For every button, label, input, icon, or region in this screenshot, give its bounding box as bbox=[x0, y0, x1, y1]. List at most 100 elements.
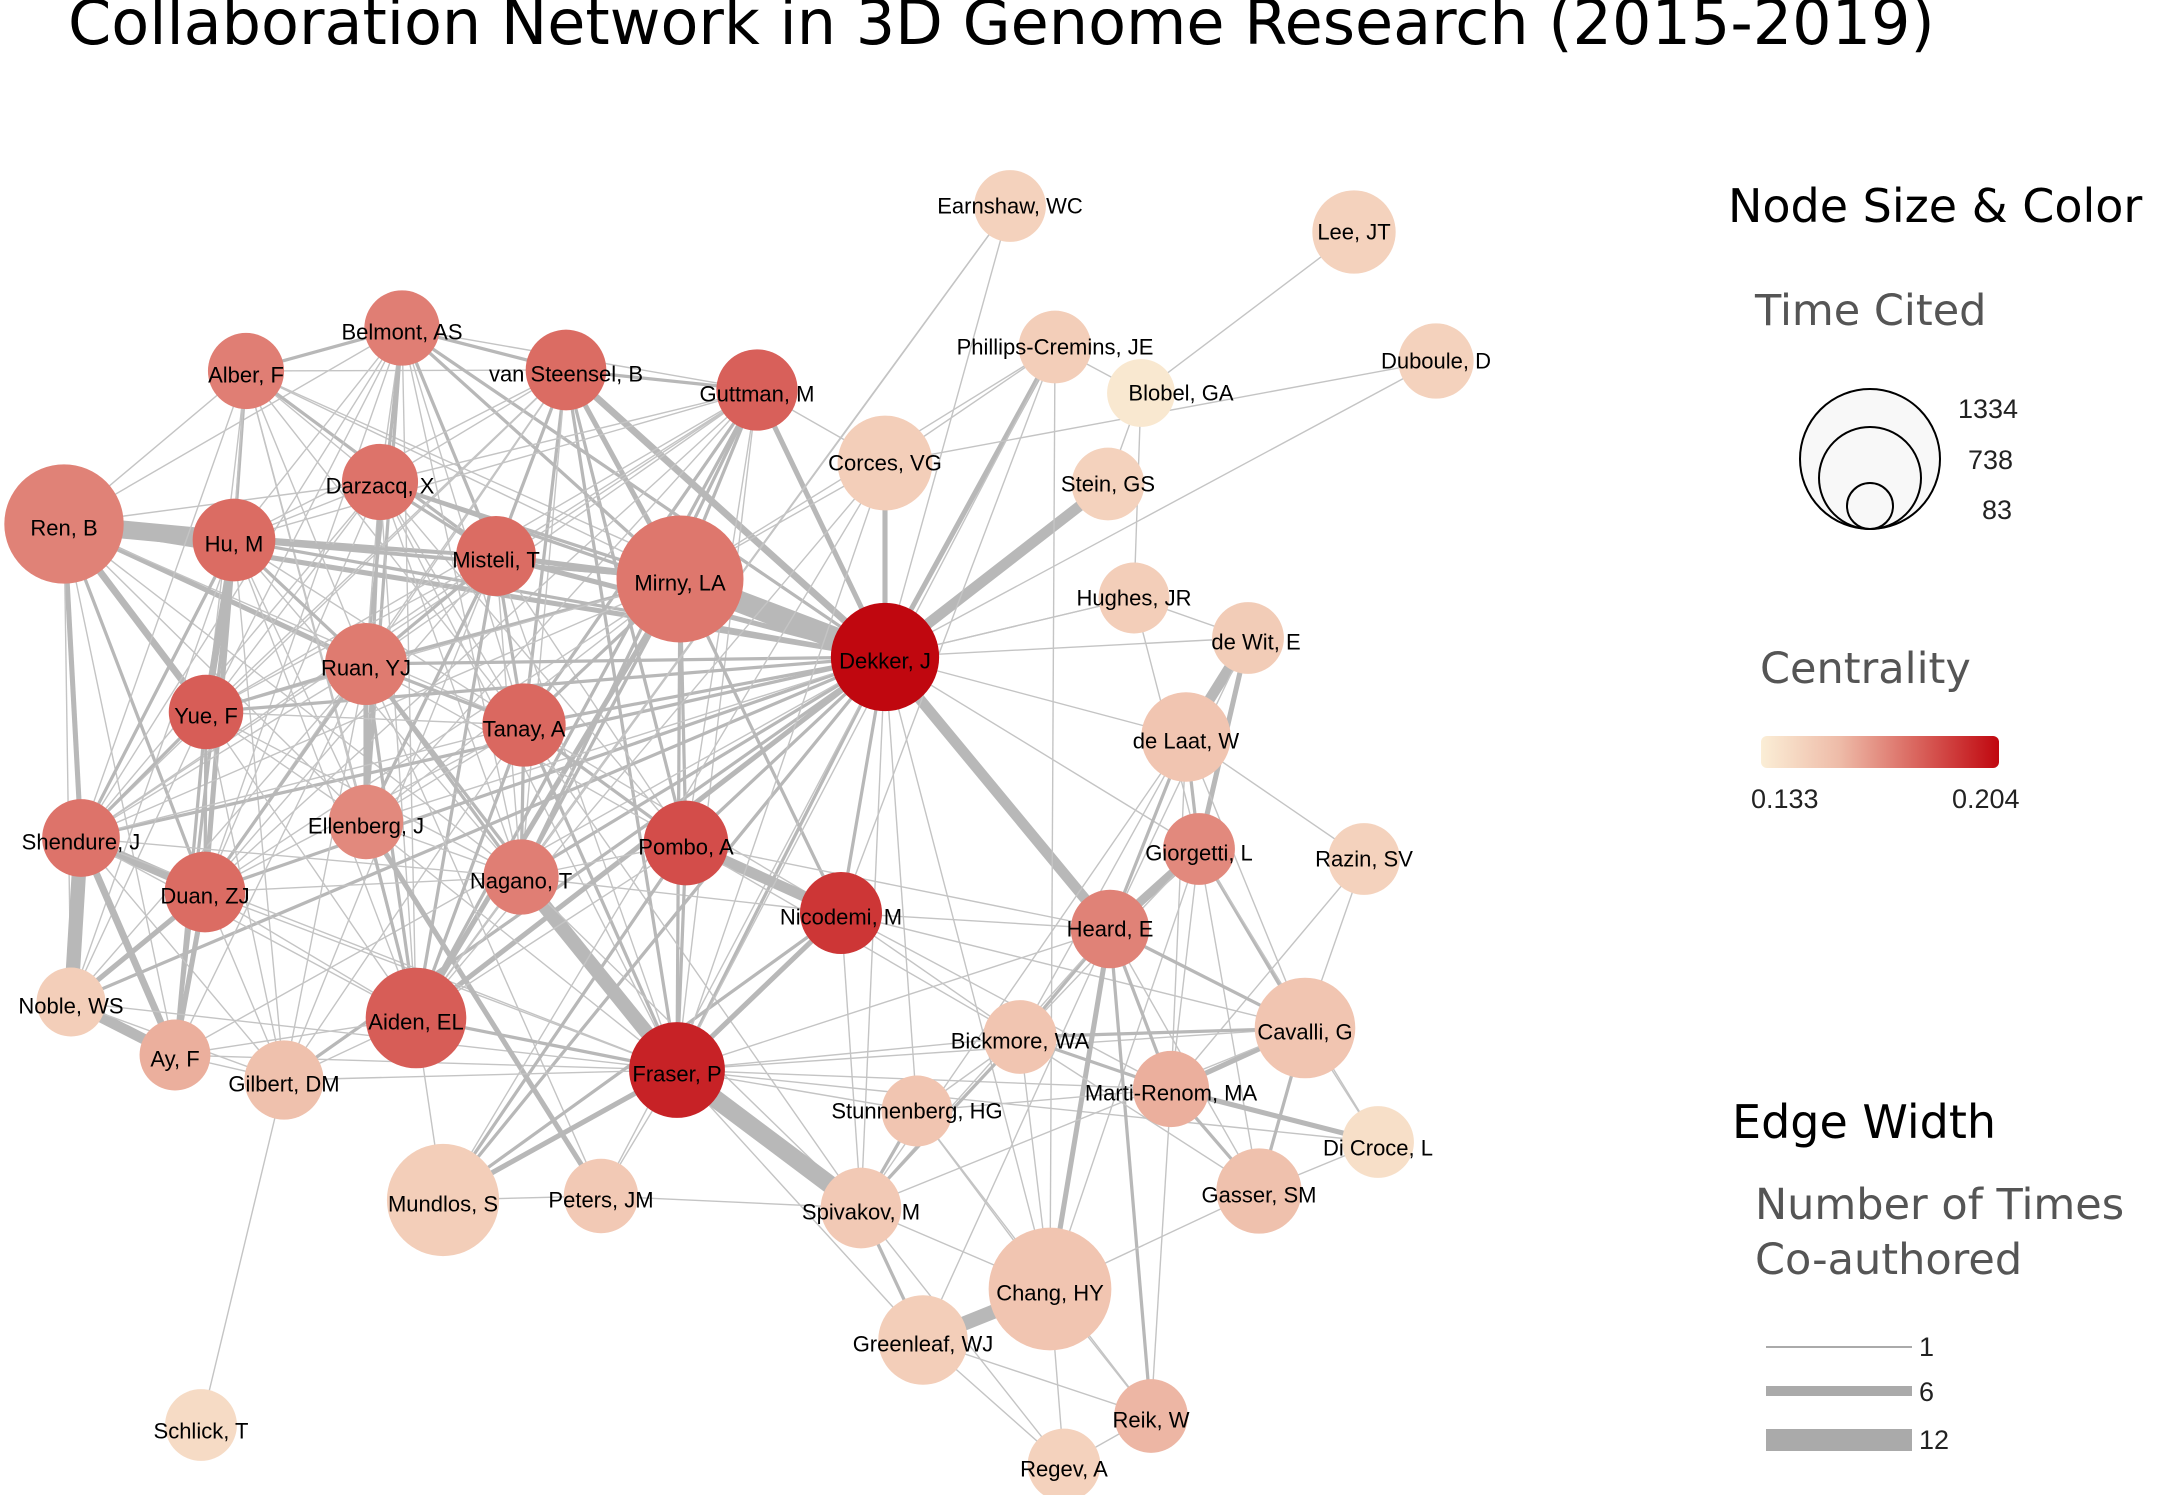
node-mirny[interactable] bbox=[616, 515, 744, 643]
edge-heard-reik bbox=[1108, 928, 1153, 1417]
node-dicroce[interactable] bbox=[1342, 1106, 1414, 1178]
edge-dekker-tanay bbox=[523, 655, 886, 727]
node-label-yue: Yue, F bbox=[174, 704, 238, 729]
node-hughes[interactable] bbox=[1098, 562, 1170, 634]
edge-tanay-shendure bbox=[80, 724, 525, 839]
node-pombo[interactable] bbox=[643, 800, 729, 886]
node-heard[interactable] bbox=[1070, 889, 1150, 969]
node-vansteensel[interactable] bbox=[525, 329, 607, 411]
legend-edge-title-line2: Co-authored bbox=[1755, 1235, 2022, 1285]
label-layer: Ren, B Alber, F Belmont, AS van Steensel, B… bbox=[18, 194, 1491, 1482]
node-delaat[interactable] bbox=[1141, 692, 1231, 782]
node-noble[interactable] bbox=[36, 967, 106, 1037]
legend: Node Size & Color Time Cited 1334 738 83… bbox=[1728, 179, 2142, 1455]
node-dekker[interactable] bbox=[830, 602, 940, 712]
edge-ruan-peters bbox=[365, 663, 602, 1197]
edge-shendure-gilbert bbox=[80, 837, 285, 1081]
node-label-dewit: de Wit, E bbox=[1211, 630, 1300, 655]
node-earnshaw[interactable] bbox=[974, 170, 1046, 242]
edge-phillips-fraser bbox=[676, 346, 1056, 1071]
node-regev[interactable] bbox=[1027, 1428, 1101, 1495]
node-alber[interactable] bbox=[207, 332, 285, 410]
node-phillips[interactable] bbox=[1018, 310, 1092, 384]
node-yue[interactable] bbox=[168, 674, 244, 750]
node-nicodemi[interactable] bbox=[799, 871, 883, 955]
node-label-heard: Heard, E bbox=[1067, 917, 1154, 942]
node-mundlos[interactable] bbox=[386, 1143, 500, 1257]
node-ren[interactable] bbox=[4, 464, 124, 584]
node-tanay[interactable] bbox=[482, 683, 566, 767]
node-martirenom[interactable] bbox=[1132, 1050, 1210, 1128]
edge-fraser-bickmore bbox=[676, 1036, 1021, 1071]
node-misteli[interactable] bbox=[456, 516, 536, 596]
node-ruan[interactable] bbox=[324, 622, 408, 706]
node-razin[interactable] bbox=[1328, 823, 1400, 895]
node-schlick[interactable] bbox=[165, 1389, 237, 1461]
edge-pombo-mundlos bbox=[441, 842, 688, 1201]
node-peters[interactable] bbox=[563, 1158, 639, 1234]
edge-giorgetti-martirenom bbox=[1170, 848, 1200, 1090]
node-ellenberg[interactable] bbox=[328, 784, 404, 860]
edge-ren-belmont bbox=[63, 327, 403, 525]
edge-darzacq-aiden bbox=[379, 481, 417, 1019]
node-label-schlick: Schlick, T bbox=[154, 1419, 249, 1444]
edge-dekker-ellenberg bbox=[365, 656, 886, 823]
node-greenleaf[interactable] bbox=[878, 1295, 968, 1385]
node-stunnenberg[interactable] bbox=[881, 1075, 953, 1147]
edge-yue-noble bbox=[70, 711, 207, 1003]
edge-lee-blobel bbox=[1140, 231, 1355, 394]
node-darzacq[interactable] bbox=[341, 443, 419, 521]
node-belmont[interactable] bbox=[364, 290, 440, 366]
node-giorgetti[interactable] bbox=[1163, 813, 1235, 885]
node-stein[interactable] bbox=[1071, 447, 1145, 521]
edge-dekker-yue bbox=[205, 655, 886, 714]
node-reik[interactable] bbox=[1114, 1379, 1188, 1453]
node-bickmore[interactable] bbox=[983, 1000, 1057, 1074]
edge-razin-martirenom bbox=[1170, 858, 1365, 1090]
edge-mirny-duan bbox=[204, 578, 681, 893]
node-hu[interactable] bbox=[192, 498, 276, 582]
edge-martirenom-reik bbox=[1150, 1088, 1172, 1417]
node-gasser[interactable] bbox=[1216, 1148, 1302, 1234]
edge-width-label-12: 12 bbox=[1919, 1425, 1949, 1455]
node-lee[interactable] bbox=[1312, 190, 1396, 274]
node-duboule[interactable] bbox=[1398, 323, 1474, 399]
node-layer bbox=[4, 170, 1474, 1495]
node-label-peters: Peters, JM bbox=[548, 1188, 653, 1213]
node-duan[interactable] bbox=[164, 851, 246, 933]
edge-nagano-nicodemi bbox=[520, 876, 842, 914]
node-label-misteli: Misteli, T bbox=[452, 548, 540, 573]
edge-vansteensel-nagano bbox=[520, 369, 567, 878]
edge-gilbert-schlick bbox=[200, 1079, 285, 1426]
edge-delaat-cavalli bbox=[1185, 736, 1306, 1029]
edge-ruan-ay bbox=[174, 663, 367, 1056]
node-label-earnshaw: Earnshaw, WC bbox=[937, 194, 1083, 219]
edge-hu-nagano bbox=[233, 539, 522, 878]
edge-dekker-fraser bbox=[675, 656, 887, 1071]
edge-dekker-dewit bbox=[884, 637, 1249, 658]
node-ay[interactable] bbox=[139, 1019, 211, 1091]
edge-dewit-heard bbox=[1109, 637, 1249, 930]
node-nagano[interactable] bbox=[483, 839, 559, 915]
edge-shendure-ay bbox=[77, 836, 179, 1057]
node-guttman[interactable] bbox=[716, 349, 798, 431]
edge-vansteensel-fraser bbox=[564, 369, 679, 1071]
node-aiden[interactable] bbox=[365, 967, 467, 1069]
node-corces[interactable] bbox=[837, 415, 933, 511]
node-dewit[interactable] bbox=[1212, 602, 1284, 674]
edge-nicodemi-martirenom bbox=[840, 912, 1172, 1090]
node-gilbert[interactable] bbox=[244, 1040, 324, 1120]
edge-guttman-aiden bbox=[414, 389, 759, 1019]
node-fraser[interactable] bbox=[629, 1022, 725, 1118]
edge-yue-aiden bbox=[205, 711, 417, 1019]
node-spivakov[interactable] bbox=[820, 1167, 902, 1249]
node-chang[interactable] bbox=[988, 1227, 1112, 1351]
node-label-darzacq: Darzacq, X bbox=[326, 474, 435, 499]
edge-peters-spivakov bbox=[600, 1195, 862, 1209]
node-label-alber: Alber, F bbox=[208, 363, 284, 388]
edge-darzacq-shendure bbox=[80, 481, 381, 839]
node-label-tanay: Tanay, A bbox=[483, 717, 566, 742]
node-shendure[interactable] bbox=[42, 799, 120, 877]
node-blobel[interactable] bbox=[1107, 359, 1175, 427]
node-cavalli[interactable] bbox=[1254, 977, 1356, 1079]
